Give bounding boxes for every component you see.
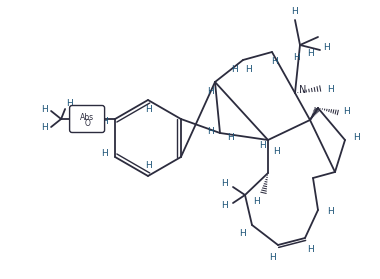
Text: H: H (253, 196, 260, 206)
Text: H: H (41, 124, 48, 133)
Text: H: H (327, 85, 333, 93)
Text: H: H (239, 229, 245, 237)
Text: N: N (299, 85, 307, 95)
Text: O: O (84, 119, 90, 128)
Text: H: H (207, 126, 214, 136)
Text: H: H (145, 105, 151, 114)
Text: H: H (260, 141, 266, 150)
Text: H: H (271, 57, 277, 66)
Text: H: H (222, 201, 228, 210)
Text: H: H (293, 52, 299, 61)
Text: H: H (272, 148, 279, 157)
Text: H: H (145, 162, 151, 170)
FancyBboxPatch shape (70, 105, 104, 133)
Text: H: H (207, 88, 214, 97)
Text: H: H (222, 179, 228, 187)
Text: H: H (101, 150, 108, 158)
Text: H: H (232, 64, 238, 73)
Text: H: H (41, 105, 48, 114)
Text: H: H (291, 6, 298, 16)
Text: H: H (245, 64, 252, 73)
Text: H: H (66, 98, 73, 107)
Text: H: H (226, 133, 233, 143)
Text: H: H (343, 107, 349, 116)
Text: H: H (327, 208, 333, 217)
Text: H: H (354, 133, 360, 143)
Text: Abs: Abs (80, 112, 94, 121)
Text: H: H (323, 44, 329, 52)
Text: H: H (307, 49, 314, 57)
Text: H: H (101, 117, 108, 126)
Text: H: H (270, 252, 276, 261)
Text: H: H (307, 246, 314, 254)
